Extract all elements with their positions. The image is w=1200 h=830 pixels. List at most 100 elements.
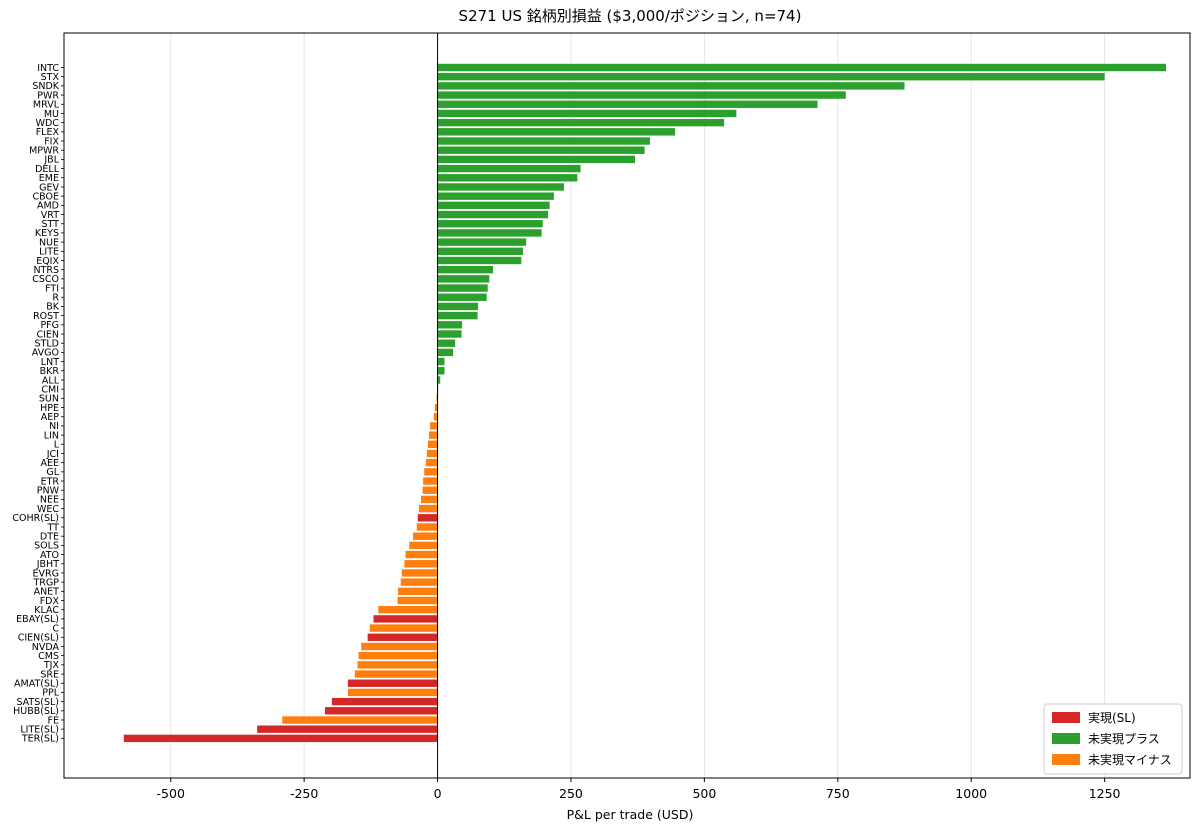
bar-pwr — [437, 91, 846, 99]
y-tick-label: JCI — [46, 449, 59, 460]
bar-wdc — [437, 118, 725, 127]
bar-dell — [437, 164, 581, 173]
y-tick-label: ANET — [34, 587, 60, 598]
bar-bk — [437, 302, 479, 311]
bar-lite — [437, 247, 523, 255]
bar-r — [437, 293, 487, 301]
bar-sats-sl — [331, 697, 438, 706]
y-tick-label: HUBB(SL) — [13, 706, 59, 717]
bar-fti — [437, 284, 488, 292]
y-tick-label: WDC — [36, 118, 60, 129]
y-tick-label: JBHT — [36, 559, 59, 570]
y-tick-label: TJX — [43, 660, 60, 671]
legend-swatch-unrealized-minus — [1052, 754, 1080, 765]
bar-stx — [437, 72, 1105, 81]
bar-trgp — [400, 578, 438, 586]
y-tick-label: PPL — [42, 688, 59, 699]
bar-sols — [409, 541, 438, 550]
bar-tt — [416, 523, 438, 531]
y-tick-label: NUE — [39, 237, 59, 248]
y-tick-label: TRGP — [33, 577, 60, 588]
bar-dte — [413, 532, 438, 540]
bar-ppl — [347, 688, 438, 697]
bar-sndk — [437, 82, 905, 90]
legend-label-unrealized-minus: 未実現マイナス — [1088, 752, 1172, 767]
x-tick-label: 1000 — [955, 786, 987, 801]
bar-jbht — [404, 560, 438, 568]
bar-evrg — [401, 569, 438, 577]
y-tick-label: FDX — [40, 596, 60, 607]
y-tick-label: ROST — [33, 311, 59, 322]
y-tick-label: CMI — [41, 384, 59, 395]
y-tick-label: L — [54, 440, 60, 451]
bar-cien — [437, 330, 462, 338]
y-tick-label: ATO — [40, 550, 59, 561]
x-tick-label: 1250 — [1089, 786, 1121, 801]
y-tick-label: PFG — [40, 320, 59, 331]
y-tick-label: FE — [48, 715, 59, 726]
bar-pnw — [422, 486, 438, 494]
y-tick-label: CIEN(SL) — [18, 633, 59, 644]
y-tick-label: SRE — [40, 669, 59, 680]
y-tick-label: AEP — [41, 412, 60, 423]
bar-ato — [405, 550, 438, 559]
y-tick-label: AEE — [40, 458, 59, 469]
legend-swatch-unrealized-plus — [1052, 733, 1080, 744]
y-tick-label: LNT — [41, 357, 59, 368]
bar-bkr — [437, 367, 445, 375]
bar-etr — [423, 477, 438, 485]
bar-lin — [429, 431, 438, 439]
bar-mu — [437, 109, 737, 118]
bar-intc — [437, 63, 1166, 72]
y-tick-label: STX — [41, 72, 60, 83]
bar-ter-sl — [123, 734, 438, 743]
x-tick-label: 500 — [692, 786, 716, 801]
y-tick-label: LITE(SL) — [20, 724, 59, 735]
grid-lines — [170, 33, 1106, 778]
y-tick-label: NI — [49, 421, 59, 432]
bar-csco — [437, 275, 490, 283]
bar-nvda — [361, 642, 438, 651]
bar-rost — [437, 311, 478, 320]
x-tick-label: -250 — [290, 786, 318, 801]
bar-gl — [424, 468, 438, 476]
bar-eme — [437, 174, 578, 182]
legend-label-unrealized-plus: 未実現プラス — [1088, 731, 1160, 746]
bar-stt — [437, 220, 543, 228]
y-tick-label: DTE — [40, 531, 59, 542]
y-tick-label: ALL — [42, 375, 60, 386]
bar-hpe — [434, 403, 438, 412]
y-tick-label: CMS — [38, 651, 59, 662]
y-tick-label: AVGO — [32, 348, 59, 359]
y-tick-label: LIN — [44, 430, 59, 441]
y-tick-label: SNDK — [32, 81, 59, 92]
y-tick-label: NEE — [40, 495, 59, 506]
y-tick-label: KLAC — [34, 605, 59, 616]
plot-frame — [63, 32, 1191, 779]
y-tick-label: KEYS — [35, 228, 59, 239]
y-tick-label: TER(SL) — [21, 734, 59, 745]
bar-nee — [421, 495, 438, 504]
y-tick-label: COHR(SL) — [12, 513, 59, 524]
y-tick-label: SATS(SL) — [16, 697, 59, 708]
bar-lnt — [437, 357, 445, 366]
y-tick-label: SOLS — [34, 541, 59, 552]
bar-nue — [437, 238, 527, 246]
bar-aep — [433, 413, 438, 421]
bar-ebay-sl — [373, 615, 438, 623]
x-tick-label: 0 — [434, 786, 442, 801]
chart-title: S271 US 銘柄別損益 ($3,000/ポジション, n=74) — [459, 7, 802, 25]
bar-cohr-sl — [417, 514, 438, 522]
y-tick-label: TT — [47, 522, 60, 533]
bar-wec — [418, 504, 438, 513]
bar-sre — [354, 670, 438, 678]
x-tick-label: -500 — [157, 786, 185, 801]
bar-sun — [436, 394, 438, 403]
bars-group — [123, 63, 1166, 743]
bar-mpwr — [437, 146, 645, 154]
y-tick-label: C — [52, 623, 59, 634]
x-tick-label: 750 — [826, 786, 850, 801]
bar-c — [369, 624, 438, 632]
y-tick-label: CSCO — [32, 274, 59, 285]
